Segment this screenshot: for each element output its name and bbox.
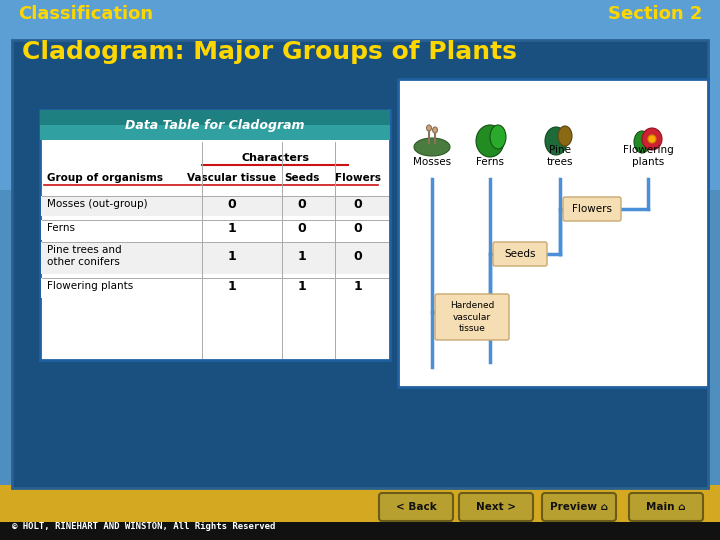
Text: Flowering plants: Flowering plants: [47, 281, 133, 291]
Text: Preview ⌂: Preview ⌂: [550, 502, 608, 512]
FancyBboxPatch shape: [629, 493, 703, 521]
Text: 1: 1: [297, 249, 307, 262]
Text: Mosses (out-group): Mosses (out-group): [47, 199, 148, 209]
Ellipse shape: [648, 135, 656, 143]
Text: Cladogram: Major Groups of Plants: Cladogram: Major Groups of Plants: [22, 40, 517, 64]
Text: 1: 1: [228, 249, 236, 262]
Text: 1: 1: [228, 221, 236, 234]
FancyBboxPatch shape: [379, 493, 453, 521]
Text: Characters: Characters: [241, 153, 309, 163]
Bar: [40, 125, 390, 140]
Bar: [40, 110, 390, 360]
Text: Next >: Next >: [476, 502, 516, 512]
Ellipse shape: [433, 127, 438, 133]
Text: Section 2: Section 2: [608, 5, 702, 23]
Text: 0: 0: [297, 198, 307, 211]
Text: 0: 0: [228, 198, 236, 211]
Text: Group of organisms: Group of organisms: [47, 173, 163, 183]
Text: 1: 1: [354, 280, 362, 293]
Text: 1: 1: [297, 280, 307, 293]
Text: Main ⌂: Main ⌂: [647, 502, 685, 512]
FancyBboxPatch shape: [563, 197, 621, 221]
Bar: [41, 220, 389, 240]
Text: Seeds: Seeds: [284, 173, 320, 183]
Text: 1: 1: [228, 280, 236, 293]
Text: Flowers: Flowers: [572, 204, 612, 214]
Bar: [12, 40, 708, 488]
Text: Pine
trees: Pine trees: [546, 145, 573, 167]
FancyBboxPatch shape: [435, 294, 509, 340]
Text: Mosses: Mosses: [413, 157, 451, 167]
Text: 0: 0: [354, 249, 362, 262]
Text: Flowering
plants: Flowering plants: [623, 145, 673, 167]
Ellipse shape: [634, 131, 650, 153]
Text: Pine trees and
other conifers: Pine trees and other conifers: [47, 245, 122, 267]
Ellipse shape: [642, 128, 662, 150]
Text: Ferns: Ferns: [476, 157, 504, 167]
Bar: [41, 242, 389, 274]
Text: © HOLT, RINEHART AND WINSTON, All Rights Reserved: © HOLT, RINEHART AND WINSTON, All Rights…: [12, 522, 275, 531]
Ellipse shape: [414, 138, 450, 156]
Text: 0: 0: [354, 198, 362, 211]
Ellipse shape: [426, 125, 431, 131]
FancyBboxPatch shape: [542, 493, 616, 521]
Ellipse shape: [476, 125, 504, 157]
Text: 0: 0: [297, 221, 307, 234]
Bar: [398, 79, 708, 387]
Text: 0: 0: [354, 221, 362, 234]
FancyBboxPatch shape: [459, 493, 533, 521]
Bar: [40, 110, 390, 140]
Text: Vascular tissue: Vascular tissue: [187, 173, 276, 183]
Ellipse shape: [490, 125, 506, 149]
Text: Seeds: Seeds: [504, 249, 536, 259]
Text: Ferns: Ferns: [47, 223, 75, 233]
Bar: [0, 522, 720, 540]
Ellipse shape: [558, 126, 572, 146]
Text: < Back: < Back: [395, 502, 436, 512]
Text: Data Table for Cladogram: Data Table for Cladogram: [125, 118, 305, 132]
Text: Hardened
vascular
tissue: Hardened vascular tissue: [450, 301, 494, 333]
Bar: [0, 485, 720, 540]
Bar: [41, 196, 389, 216]
FancyBboxPatch shape: [493, 242, 547, 266]
Bar: [41, 278, 389, 298]
Text: Classification: Classification: [18, 5, 153, 23]
Text: Flowers: Flowers: [335, 173, 381, 183]
Bar: [0, 190, 720, 540]
Ellipse shape: [545, 127, 567, 155]
